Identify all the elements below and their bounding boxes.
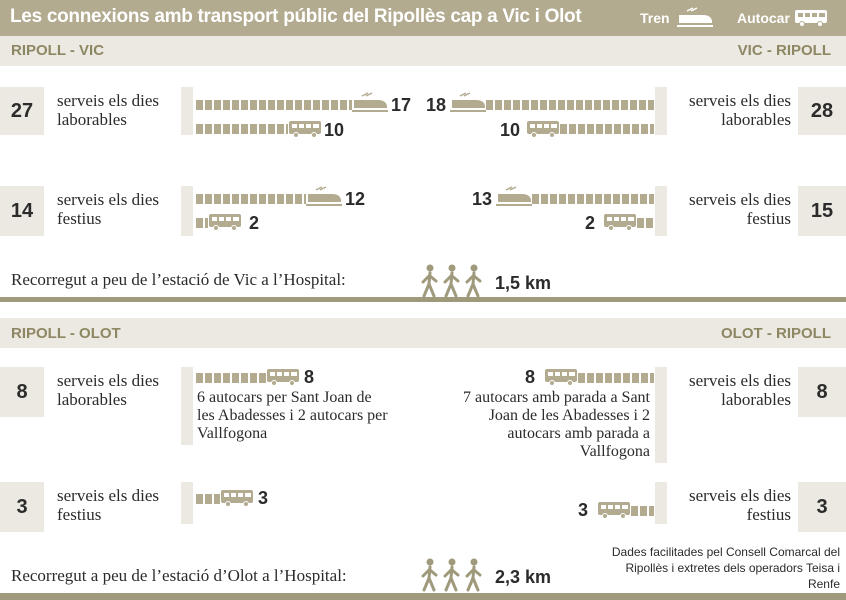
train-bar [196, 100, 352, 110]
section-band-olot [0, 318, 846, 348]
total-olot-ripoll-holiday: 3 [798, 482, 846, 532]
divider [181, 87, 193, 135]
holiday-label: serveis els dies festius [57, 486, 159, 524]
bus-count: 8 [525, 367, 536, 387]
bottom-rule [0, 593, 846, 600]
divider [655, 367, 667, 463]
bus-count: 2 [585, 213, 596, 233]
bus-icon [267, 369, 299, 386]
weekday-label: serveis els dies laborables [689, 371, 791, 409]
page-title: Les connexions amb transport públic del … [10, 6, 582, 27]
route-olot-ripoll: OLOT - RIPOLL [721, 325, 831, 342]
section-band-vic [0, 36, 846, 66]
bus-bar [637, 218, 654, 228]
train-count: 18 [426, 95, 447, 115]
divider [655, 186, 667, 236]
holiday-label: serveis els dies festius [689, 486, 791, 524]
route-note-right: 7 autocars amb parada a Sant Joan de les… [462, 389, 650, 460]
train-count: 12 [345, 189, 366, 209]
bus-bar [196, 494, 220, 504]
bus-bar [578, 373, 654, 383]
bus-bar [196, 124, 288, 134]
total-vic-ripoll-weekday: 28 [798, 87, 846, 135]
bus-icon [795, 10, 827, 27]
source-credit: Dades facilitades pel Consell Comarcal d… [611, 545, 840, 591]
route-ripoll-olot: RIPOLL - OLOT [11, 325, 121, 342]
bus-count: 3 [258, 488, 269, 508]
section-separator [0, 297, 846, 302]
total-olot-ripoll-weekday: 8 [798, 367, 846, 417]
train-icon [352, 92, 388, 112]
walking-people-icon [421, 264, 482, 298]
bus-count: 3 [578, 500, 589, 520]
bus-icon [209, 214, 241, 231]
train-count: 17 [391, 95, 412, 115]
route-ripoll-vic: RIPOLL - VIC [11, 42, 105, 59]
route-note-left: 6 autocars per Sant Joan de les Abadesse… [197, 389, 388, 442]
weekday-label: serveis els dies laborables [57, 371, 159, 409]
bus-icon [604, 214, 636, 231]
bus-count: 8 [304, 367, 315, 387]
bus-icon [289, 121, 321, 138]
train-bar [486, 100, 654, 110]
bus-count: 2 [249, 213, 260, 233]
divider [181, 367, 193, 445]
train-icon [677, 7, 713, 27]
total-ripoll-vic-weekday: 27 [0, 87, 44, 135]
divider [181, 186, 193, 236]
bus-icon [221, 490, 253, 507]
divider [181, 482, 193, 524]
bus-icon [598, 502, 630, 519]
bus-bar [631, 506, 654, 516]
holiday-label: serveis els dies festius [689, 190, 791, 228]
bus-count: 10 [500, 120, 521, 140]
walk-distance-vic: 1,5 km [495, 273, 552, 293]
legend-bus-label: Autocar [737, 10, 790, 26]
total-vic-ripoll-holiday: 15 [798, 186, 846, 236]
bus-bar [196, 373, 266, 383]
bus-icon [527, 121, 559, 138]
walking-people-icon [421, 558, 482, 592]
walk-text-olot: Recorregut a peu de l’estació d’Olot a l… [11, 566, 347, 585]
holiday-label: serveis els dies festius [57, 190, 159, 228]
bus-icon [545, 369, 577, 386]
walk-text-vic: Recorregut a peu de l’estació de Vic a l… [11, 270, 346, 289]
divider [655, 87, 667, 135]
train-icon [306, 186, 342, 206]
total-ripoll-olot-weekday: 8 [0, 367, 44, 417]
train-icon [496, 186, 532, 206]
total-ripoll-vic-holiday: 14 [0, 186, 44, 236]
train-bar [532, 194, 654, 204]
divider [655, 482, 667, 524]
train-icon [450, 92, 486, 112]
legend-train-label: Tren [640, 10, 670, 26]
train-bar [196, 194, 306, 204]
total-ripoll-olot-holiday: 3 [0, 482, 44, 532]
bus-bar [196, 218, 208, 228]
bus-count: 10 [324, 120, 345, 140]
weekday-label: serveis els dies laborables [689, 91, 791, 129]
bus-bar [560, 124, 654, 134]
route-vic-ripoll: VIC - RIPOLL [737, 42, 831, 59]
weekday-label: serveis els dies laborables [57, 91, 159, 129]
walk-distance-olot: 2,3 km [495, 567, 552, 587]
train-count: 13 [472, 189, 493, 209]
